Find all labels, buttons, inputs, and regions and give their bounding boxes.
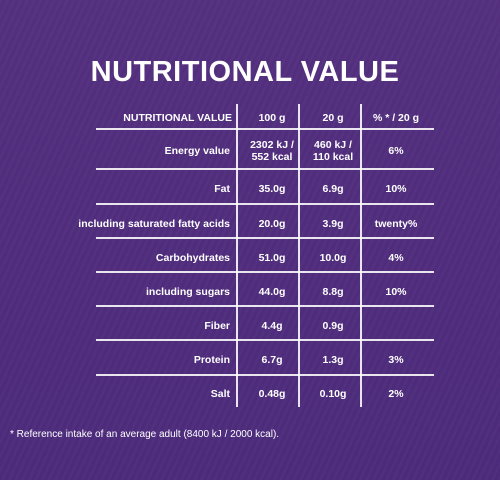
- protein-100g: 6.7g: [261, 354, 283, 366]
- energy-percent: 6%: [388, 145, 404, 157]
- row-label-energy: Energy value: [164, 145, 230, 157]
- header-percent: % * / 20 g: [372, 112, 420, 124]
- table-column-divider: [298, 104, 300, 407]
- fiber-20g: 0.9g: [322, 320, 344, 332]
- sugars-20g: 8.8g: [322, 286, 344, 298]
- fat-percent: 10%: [385, 183, 407, 195]
- row-label-protein: Protein: [193, 354, 230, 366]
- saturated-100g: 20.0g: [258, 218, 286, 230]
- protein-20g: 1.3g: [322, 354, 344, 366]
- energy-100g-line2: 552 kcal: [251, 151, 293, 163]
- row-label-sugars: including sugars: [145, 286, 230, 298]
- header-100g: 100 g: [258, 112, 286, 124]
- table-divider: [96, 271, 434, 273]
- table-divider: [96, 203, 434, 205]
- row-label-saturated: including saturated fatty acids: [78, 218, 230, 230]
- fiber-100g: 4.4g: [261, 320, 283, 332]
- salt-20g: 0.10g: [319, 388, 347, 400]
- energy-20g-line2: 110 kcal: [312, 151, 354, 163]
- row-label-fiber: Fiber: [204, 320, 230, 332]
- sugars-100g: 44.0g: [258, 286, 286, 298]
- panel-title: NUTRITIONAL VALUE: [90, 56, 400, 88]
- fat-20g: 6.9g: [322, 183, 344, 195]
- saturated-20g: 3.9g: [322, 218, 344, 230]
- reference-intake-footnote: * Reference intake of an average adult (…: [10, 429, 280, 440]
- table-divider: [96, 168, 434, 170]
- fat-100g: 35.0g: [258, 183, 286, 195]
- carbohydrates-percent: 4%: [388, 252, 404, 264]
- table-divider: [96, 237, 434, 239]
- table-column-divider: [236, 104, 238, 407]
- salt-percent: 2%: [388, 388, 404, 400]
- table-divider: [96, 128, 434, 130]
- header-20g: 20 g: [322, 112, 344, 124]
- row-label-salt: Salt: [210, 388, 230, 400]
- carbohydrates-20g: 10.0g: [319, 252, 347, 264]
- salt-100g: 0.48g: [258, 388, 286, 400]
- sugars-percent: 10%: [385, 286, 407, 298]
- table-divider: [96, 374, 434, 376]
- table-divider: [96, 339, 434, 341]
- header-nutritional-value: NUTRITIONAL VALUE: [123, 112, 232, 124]
- row-label-carbohydrates: Carbohydrates: [155, 252, 230, 264]
- saturated-percent: twenty%: [374, 218, 418, 230]
- protein-percent: 3%: [388, 354, 404, 366]
- table-column-divider: [360, 104, 362, 407]
- energy-100g-line1: 2302 kJ /: [250, 139, 294, 151]
- nutrition-panel: NUTRITIONAL VALUE NUTRITIONAL VALUE 100 …: [0, 0, 500, 480]
- table-divider: [96, 305, 434, 307]
- carbohydrates-100g: 51.0g: [258, 252, 286, 264]
- energy-20g-line1: 460 kJ /: [314, 139, 352, 151]
- row-label-fat: Fat: [214, 183, 230, 195]
